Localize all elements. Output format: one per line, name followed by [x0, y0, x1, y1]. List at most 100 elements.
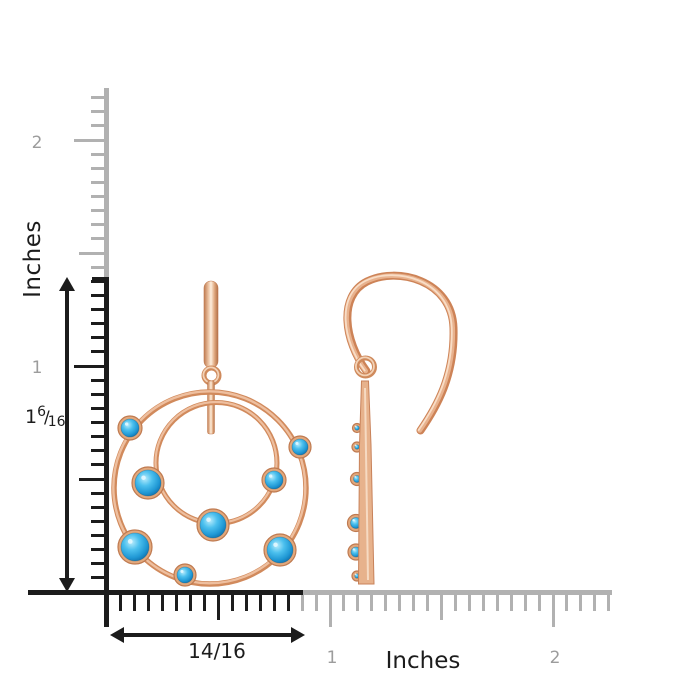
ruler-tick [91, 463, 108, 467]
vertical-ruler-line-black [104, 277, 109, 627]
ruler-tick [356, 594, 360, 611]
ruler-tick [91, 308, 108, 311]
gemstone [352, 548, 355, 551]
ruler-tick [91, 336, 108, 340]
ruler-tick [440, 594, 443, 620]
ruler-tick [453, 594, 457, 611]
ruler-tick [495, 594, 499, 611]
ruler-tick [398, 594, 402, 611]
earring-side-view [343, 271, 458, 585]
arrow-right-icon [291, 626, 305, 643]
vertical-inch-mark-2: 2 [31, 133, 43, 153]
ruler-tick [91, 505, 108, 509]
outer-hoop-highlight [112, 390, 307, 585]
vertical-ruler-start-cap [92, 277, 109, 281]
ruler-tick [91, 152, 108, 156]
ruler-tick [175, 594, 179, 611]
ruler-tick [91, 279, 108, 283]
vertical-inch-mark-1: 1 [31, 358, 43, 378]
ruler-tick [91, 265, 108, 269]
ruler-tick [258, 594, 262, 611]
ruler-tick [91, 449, 108, 453]
ruler-tick [579, 594, 583, 611]
gemstone [120, 418, 140, 438]
ruler-tick [91, 110, 108, 114]
ruler-tick [481, 594, 485, 611]
ruler-tick [412, 594, 416, 611]
ruler-tick [91, 237, 108, 241]
ruler-tick [91, 322, 108, 326]
ruler-tick [244, 594, 248, 611]
ruler-tick [467, 594, 471, 611]
ruler-tick [217, 594, 220, 620]
ruler-tick [161, 594, 165, 611]
ruler-tick [91, 209, 108, 213]
ruler-tick [91, 548, 108, 552]
ruler-tick [384, 594, 388, 611]
gemstone [354, 425, 357, 428]
height-measurement-label: 16/16 [25, 404, 66, 430]
height-whole: 1 [25, 406, 38, 428]
ruler-tick [523, 594, 527, 611]
gemstone [354, 475, 357, 478]
gemstone [354, 573, 357, 576]
ruler-tick [189, 594, 193, 611]
ruler-tick [91, 519, 108, 523]
gemstone [273, 542, 278, 547]
gemstone [295, 441, 299, 445]
arrow-down-icon [58, 578, 75, 592]
pendant-stem [207, 380, 215, 435]
gemstone [199, 511, 227, 539]
ruler-tick [91, 491, 108, 495]
gemstone [266, 536, 294, 564]
gemstone [206, 517, 211, 522]
gemstone [352, 519, 355, 522]
ruler-tick [91, 534, 108, 537]
ruler-tick [91, 562, 108, 566]
horizontal-ruler-line-gray [303, 590, 612, 595]
vertical-ruler-line-gray [104, 88, 109, 277]
earwire-post [203, 280, 219, 369]
ruler-tick [91, 195, 108, 198]
ruler-tick [91, 576, 108, 580]
horizontal-ruler-unit-label: Inches [385, 648, 461, 674]
ruler-tick [79, 477, 108, 481]
gemstone [180, 569, 184, 573]
side-jump-ring-highlight [354, 356, 375, 377]
width-measurement-label: 14/16 [188, 639, 246, 663]
ruler-tick [119, 594, 123, 611]
gemstone [124, 422, 129, 426]
ruler-tick [537, 594, 541, 611]
arrow-up-icon [58, 277, 75, 291]
horizontal-ruler-line-black [28, 590, 303, 595]
inner-hoop-highlight [154, 400, 278, 525]
gemstone [134, 469, 162, 497]
gemstone [291, 438, 309, 456]
ruler-tick [607, 594, 611, 611]
hoop-edge-highlight [364, 387, 369, 581]
horizontal-inch-mark-1: 1 [326, 648, 338, 668]
ruler-tick [203, 594, 207, 611]
ruler-tick [91, 223, 108, 227]
ruler-tick [147, 594, 151, 611]
ruler-tick [91, 435, 108, 439]
ruler-tick [91, 124, 108, 128]
front-gemstones [117, 415, 312, 587]
ruler-tick [342, 594, 346, 611]
ruler-tick [91, 378, 108, 382]
gemstone [268, 474, 273, 478]
gemstone [127, 539, 133, 544]
gemstone [176, 566, 194, 584]
ruler-tick [91, 421, 108, 424]
ruler-tick [91, 406, 108, 410]
height-numerator: 6 [37, 404, 47, 420]
ruler-tick [314, 594, 318, 611]
ruler-tick [79, 251, 108, 255]
ruler-tick [328, 594, 332, 627]
fraction-slash: / [44, 408, 50, 428]
ruler-tick [565, 594, 569, 611]
ruler-tick [91, 293, 108, 297]
ruler-tick [426, 594, 430, 611]
ruler-tick [91, 166, 108, 170]
horizontal-inch-mark-2: 2 [549, 648, 561, 668]
